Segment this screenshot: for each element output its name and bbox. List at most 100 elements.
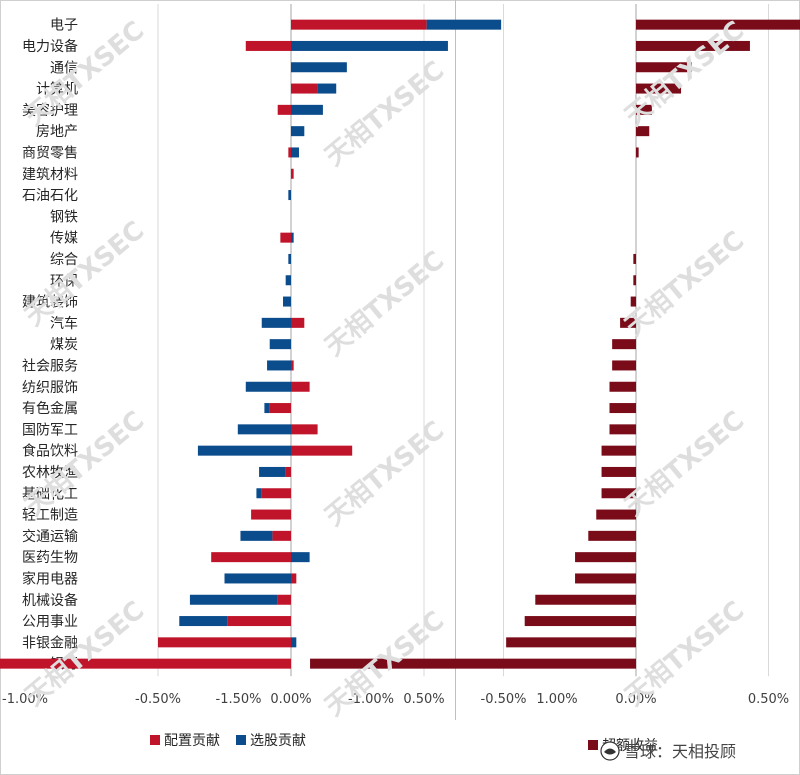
snowball-logo: 雪球：天相投顾 bbox=[600, 741, 736, 761]
category-label: 建筑材料 bbox=[22, 167, 78, 183]
right-tick-label: 0.50% bbox=[748, 692, 789, 707]
left-bar-a bbox=[211, 552, 291, 563]
right-bar-a bbox=[524, 616, 636, 627]
watermark: 天相TXSEC bbox=[620, 226, 751, 342]
left-bar-a bbox=[285, 466, 291, 477]
watermark: 天相TXSEC bbox=[320, 56, 451, 172]
right-bar-a bbox=[636, 62, 692, 73]
right-bar-a bbox=[535, 594, 636, 605]
category-label: 交通运输 bbox=[22, 528, 78, 545]
watermark: 天相TXSEC bbox=[620, 596, 751, 712]
category-label: 基础化工 bbox=[22, 485, 78, 502]
left-tick-label: 0.00% bbox=[270, 692, 311, 707]
watermark: 天相TXSEC bbox=[320, 416, 451, 532]
category-label: 非银金融 bbox=[22, 635, 78, 651]
left-bar-a bbox=[245, 40, 291, 51]
left-tick-label: 0.50% bbox=[403, 692, 444, 707]
left-bar-b bbox=[197, 445, 291, 456]
left-bar-b bbox=[291, 147, 299, 158]
left-bar-a bbox=[158, 637, 291, 648]
left-bar-a bbox=[261, 488, 291, 499]
left-bar-a bbox=[291, 317, 305, 328]
legend-item-selection-label: 选股贡献 bbox=[250, 733, 306, 749]
category-label: 纺织服饰 bbox=[22, 380, 78, 396]
left-tick-label: 1.00% bbox=[536, 692, 577, 707]
left-bar-b bbox=[224, 573, 291, 584]
right-bar-a bbox=[609, 424, 636, 435]
left-bar-b bbox=[291, 552, 310, 563]
category-label: 食品饮料 bbox=[22, 443, 78, 460]
left-bar-a bbox=[291, 168, 294, 179]
category-label: 电力设备 bbox=[22, 38, 78, 55]
right-bar-a bbox=[636, 83, 682, 94]
category-label: 家用电器 bbox=[22, 570, 78, 587]
legend-item-excess-swatch bbox=[588, 740, 598, 750]
left-bar-a bbox=[288, 147, 291, 158]
left-bar-b bbox=[291, 637, 297, 648]
right-bar-a bbox=[630, 296, 636, 307]
left-bar-b bbox=[179, 616, 228, 627]
category-label: 传媒 bbox=[50, 231, 78, 247]
right-bar-a bbox=[612, 360, 636, 371]
right-bar-a bbox=[601, 488, 636, 499]
category-label: 有色金属 bbox=[22, 400, 78, 417]
left-bar-a bbox=[272, 530, 291, 541]
left-bar-b bbox=[317, 83, 337, 94]
right-bar-a bbox=[633, 275, 636, 286]
right-tick-label: -1.00% bbox=[348, 692, 394, 707]
left-bar-b bbox=[256, 488, 262, 499]
right-bar-a bbox=[636, 104, 652, 115]
category-label: 综合 bbox=[50, 252, 78, 268]
category-label: 社会服务 bbox=[22, 358, 78, 374]
left-bar-b bbox=[237, 424, 291, 435]
left-bar-a bbox=[291, 381, 310, 392]
left-bar-a bbox=[291, 19, 427, 30]
left-bar-b bbox=[269, 339, 291, 350]
left-bar-a bbox=[291, 424, 318, 435]
legend-item-allocation-swatch bbox=[150, 735, 160, 745]
left-bar-b bbox=[283, 296, 291, 307]
left-bar-a bbox=[291, 573, 297, 584]
watermark: 天相TXSEC bbox=[20, 16, 151, 132]
right-bar-a bbox=[601, 466, 636, 477]
category-label: 石油石化 bbox=[22, 188, 78, 204]
left-bar-b bbox=[291, 104, 323, 115]
category-label: 国防军工 bbox=[22, 422, 78, 438]
left-bar-b bbox=[267, 360, 291, 371]
left-bar-a bbox=[227, 616, 291, 627]
right-bar-a bbox=[636, 19, 800, 30]
category-label: 环保 bbox=[50, 273, 78, 289]
category-label: 机械设备 bbox=[22, 592, 78, 609]
left-bar-a bbox=[277, 104, 291, 115]
right-tick-label: -0.50% bbox=[481, 692, 527, 707]
left-bar-a bbox=[0, 658, 291, 669]
right-bar-a bbox=[636, 126, 650, 137]
category-label: 商贸零售 bbox=[22, 145, 78, 161]
left-bar-b bbox=[264, 403, 270, 414]
left-bar-b bbox=[291, 40, 448, 51]
logo-label: 雪球：天相投顾 bbox=[624, 742, 736, 761]
watermark: 天相TXSEC bbox=[620, 406, 751, 522]
right-tick-label: -1.50% bbox=[216, 692, 262, 707]
right-bar-a bbox=[612, 339, 636, 350]
left-bar-b bbox=[291, 232, 294, 243]
right-tick-label: 0.00% bbox=[615, 692, 656, 707]
left-bar-b bbox=[288, 253, 291, 264]
right-bar-a bbox=[575, 552, 636, 563]
legend-item-selection: 选股贡献 bbox=[236, 733, 306, 749]
category-label: 医药生物 bbox=[22, 550, 78, 566]
category-label: 计算机 bbox=[36, 82, 78, 98]
left-bar-b bbox=[285, 275, 291, 286]
left-bar-b bbox=[240, 530, 273, 541]
category-label: 轻工制造 bbox=[22, 508, 78, 524]
left-bar-b bbox=[259, 466, 286, 477]
legend-item-selection-swatch bbox=[236, 735, 246, 745]
category-label: 农林牧渔 bbox=[22, 465, 78, 481]
category-label: 钢铁 bbox=[50, 209, 78, 225]
right-bar-a bbox=[588, 530, 636, 541]
left-bar-b bbox=[245, 381, 291, 392]
category-label: 美容护理 bbox=[22, 102, 78, 119]
right-bar-a bbox=[620, 317, 636, 328]
watermark: 天相TXSEC bbox=[320, 246, 451, 362]
